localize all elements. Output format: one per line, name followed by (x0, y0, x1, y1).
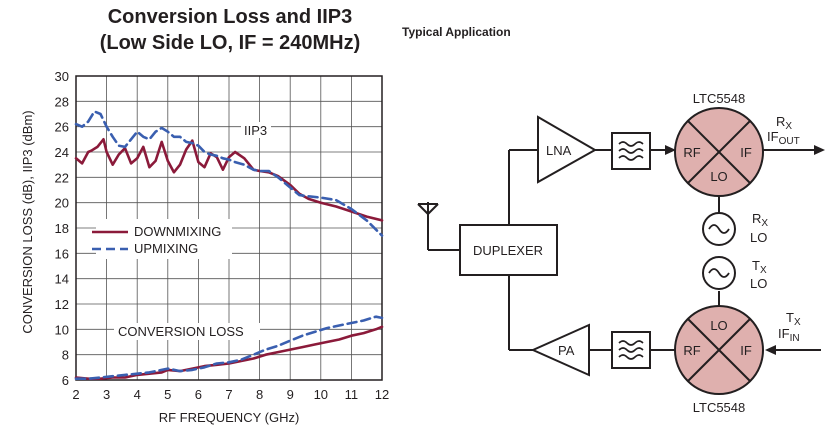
tx-mixer-lo-port: LO (710, 318, 727, 333)
legend-label-downmixing: DOWNMIXING (134, 224, 221, 239)
tx-lo-source-icon (702, 256, 736, 290)
x-tick-label: 6 (195, 387, 202, 402)
typical-application-heading: Typical Application (402, 25, 511, 39)
duplexer-block (459, 224, 558, 276)
y-tick-label: 20 (55, 196, 69, 211)
series-upmixing-conversion-loss (74, 315, 384, 381)
rx-if-out-label-2: IFOUT (767, 129, 800, 147)
rx-lo-source-icon (702, 212, 736, 246)
rx-mixer-ltc5548 (674, 107, 764, 197)
rx-filter-to-mixer-arrow (665, 145, 676, 155)
tx-lo-label: TX (752, 258, 767, 276)
rx-mixer-if-port: IF (740, 145, 752, 160)
rx-filter-icon (611, 132, 651, 170)
series-upmixing-iip3 (74, 110, 384, 237)
x-tick-label: 12 (375, 387, 389, 402)
y-tick-label: 6 (62, 373, 69, 388)
x-tick-label: 11 (345, 387, 359, 402)
x-tick-label: 9 (287, 387, 294, 402)
rx-mixer-part-label: LTC5548 (693, 91, 746, 106)
tx-filter-icon (611, 331, 651, 369)
tx-if-in-arrow (765, 345, 776, 355)
y-tick-label: 16 (55, 246, 69, 261)
lna-amplifier-icon (537, 115, 598, 184)
tx-mixer-if-port: IF (740, 343, 752, 358)
tx-mixer-ltc5548 (674, 305, 764, 395)
y-tick-label: 14 (55, 272, 69, 287)
application-block-diagram: Typical Application DUPLEXER LNA (402, 25, 825, 415)
y-tick-label: 28 (55, 94, 69, 109)
x-tick-label: 10 (314, 387, 328, 402)
x-axis-label: RF FREQUENCY (GHz) (159, 410, 300, 425)
tx-mixer-part-label: LTC5548 (693, 400, 746, 415)
rx-if-out-label: RX (776, 114, 792, 132)
tx-mixer-rf-port: RF (683, 343, 700, 358)
legend-background (96, 219, 232, 259)
duplexer-label: DUPLEXER (473, 243, 543, 258)
legend-label-upmixing: UPMIXING (134, 241, 198, 256)
tx-lo-label-2: LO (750, 276, 767, 291)
annotation-conversion-loss: CONVERSION LOSS (118, 324, 244, 339)
y-tick-label: 18 (55, 221, 69, 236)
tx-if-in-label: TX (786, 310, 801, 328)
series-layer (74, 110, 384, 381)
y-tick-labels: 6 8 10 12 14 16 18 20 22 24 26 28 30 (55, 69, 69, 388)
signal-wires (427, 149, 720, 351)
y-axis-label: CONVERSION LOSS (dB), IIP3 (dBm) (20, 110, 35, 333)
iip3-label-bg (241, 122, 271, 138)
rx-mixer-rf-port: RF (683, 145, 700, 160)
x-tick-label: 5 (164, 387, 171, 402)
lna-label: LNA (546, 143, 572, 158)
tx-if-in-label-2: IFIN (778, 326, 800, 344)
x-tick-label: 2 (72, 387, 79, 402)
chart-title-line1: Conversion Loss and IIP3 (108, 6, 353, 28)
rx-lo-label-2: LO (750, 230, 767, 245)
x-tick-label: 3 (103, 387, 110, 402)
y-tick-label: 10 (55, 322, 69, 337)
y-tick-label: 12 (55, 297, 69, 312)
chart: 2 3 4 5 6 7 8 9 10 11 12 681012141618202224262830 … (20, 69, 389, 425)
chart-title-line2: (Low Side LO, IF = 240MHz) (100, 32, 361, 54)
x-tick-label: 8 (256, 387, 263, 402)
annotation-iip3: IIP3 (244, 123, 267, 138)
rx-mixer-lo-port: LO (710, 169, 727, 184)
pa-label: PA (558, 343, 575, 358)
antenna-icon (417, 202, 439, 215)
conv-loss-label-bg (114, 323, 260, 340)
x-tick-labels: 2 3 4 5 6 7 8 9 10 11 12 (72, 387, 389, 402)
y-tick-label: 22 (55, 170, 69, 185)
y-tick-label: 8 (62, 348, 69, 363)
y-tick-label: 26 (55, 120, 69, 135)
series-downmixing-iip3 (74, 138, 384, 222)
y-tick-label: 30 (55, 69, 69, 84)
rx-if-out-arrow (814, 145, 825, 155)
rx-lo-label: RX (752, 211, 768, 229)
x-tick-label: 7 (225, 387, 232, 402)
pa-amplifier-icon (530, 323, 590, 377)
plot-frame (75, 75, 383, 381)
y-tick-label: 24 (55, 145, 69, 160)
x-tick-label: 4 (134, 387, 141, 402)
